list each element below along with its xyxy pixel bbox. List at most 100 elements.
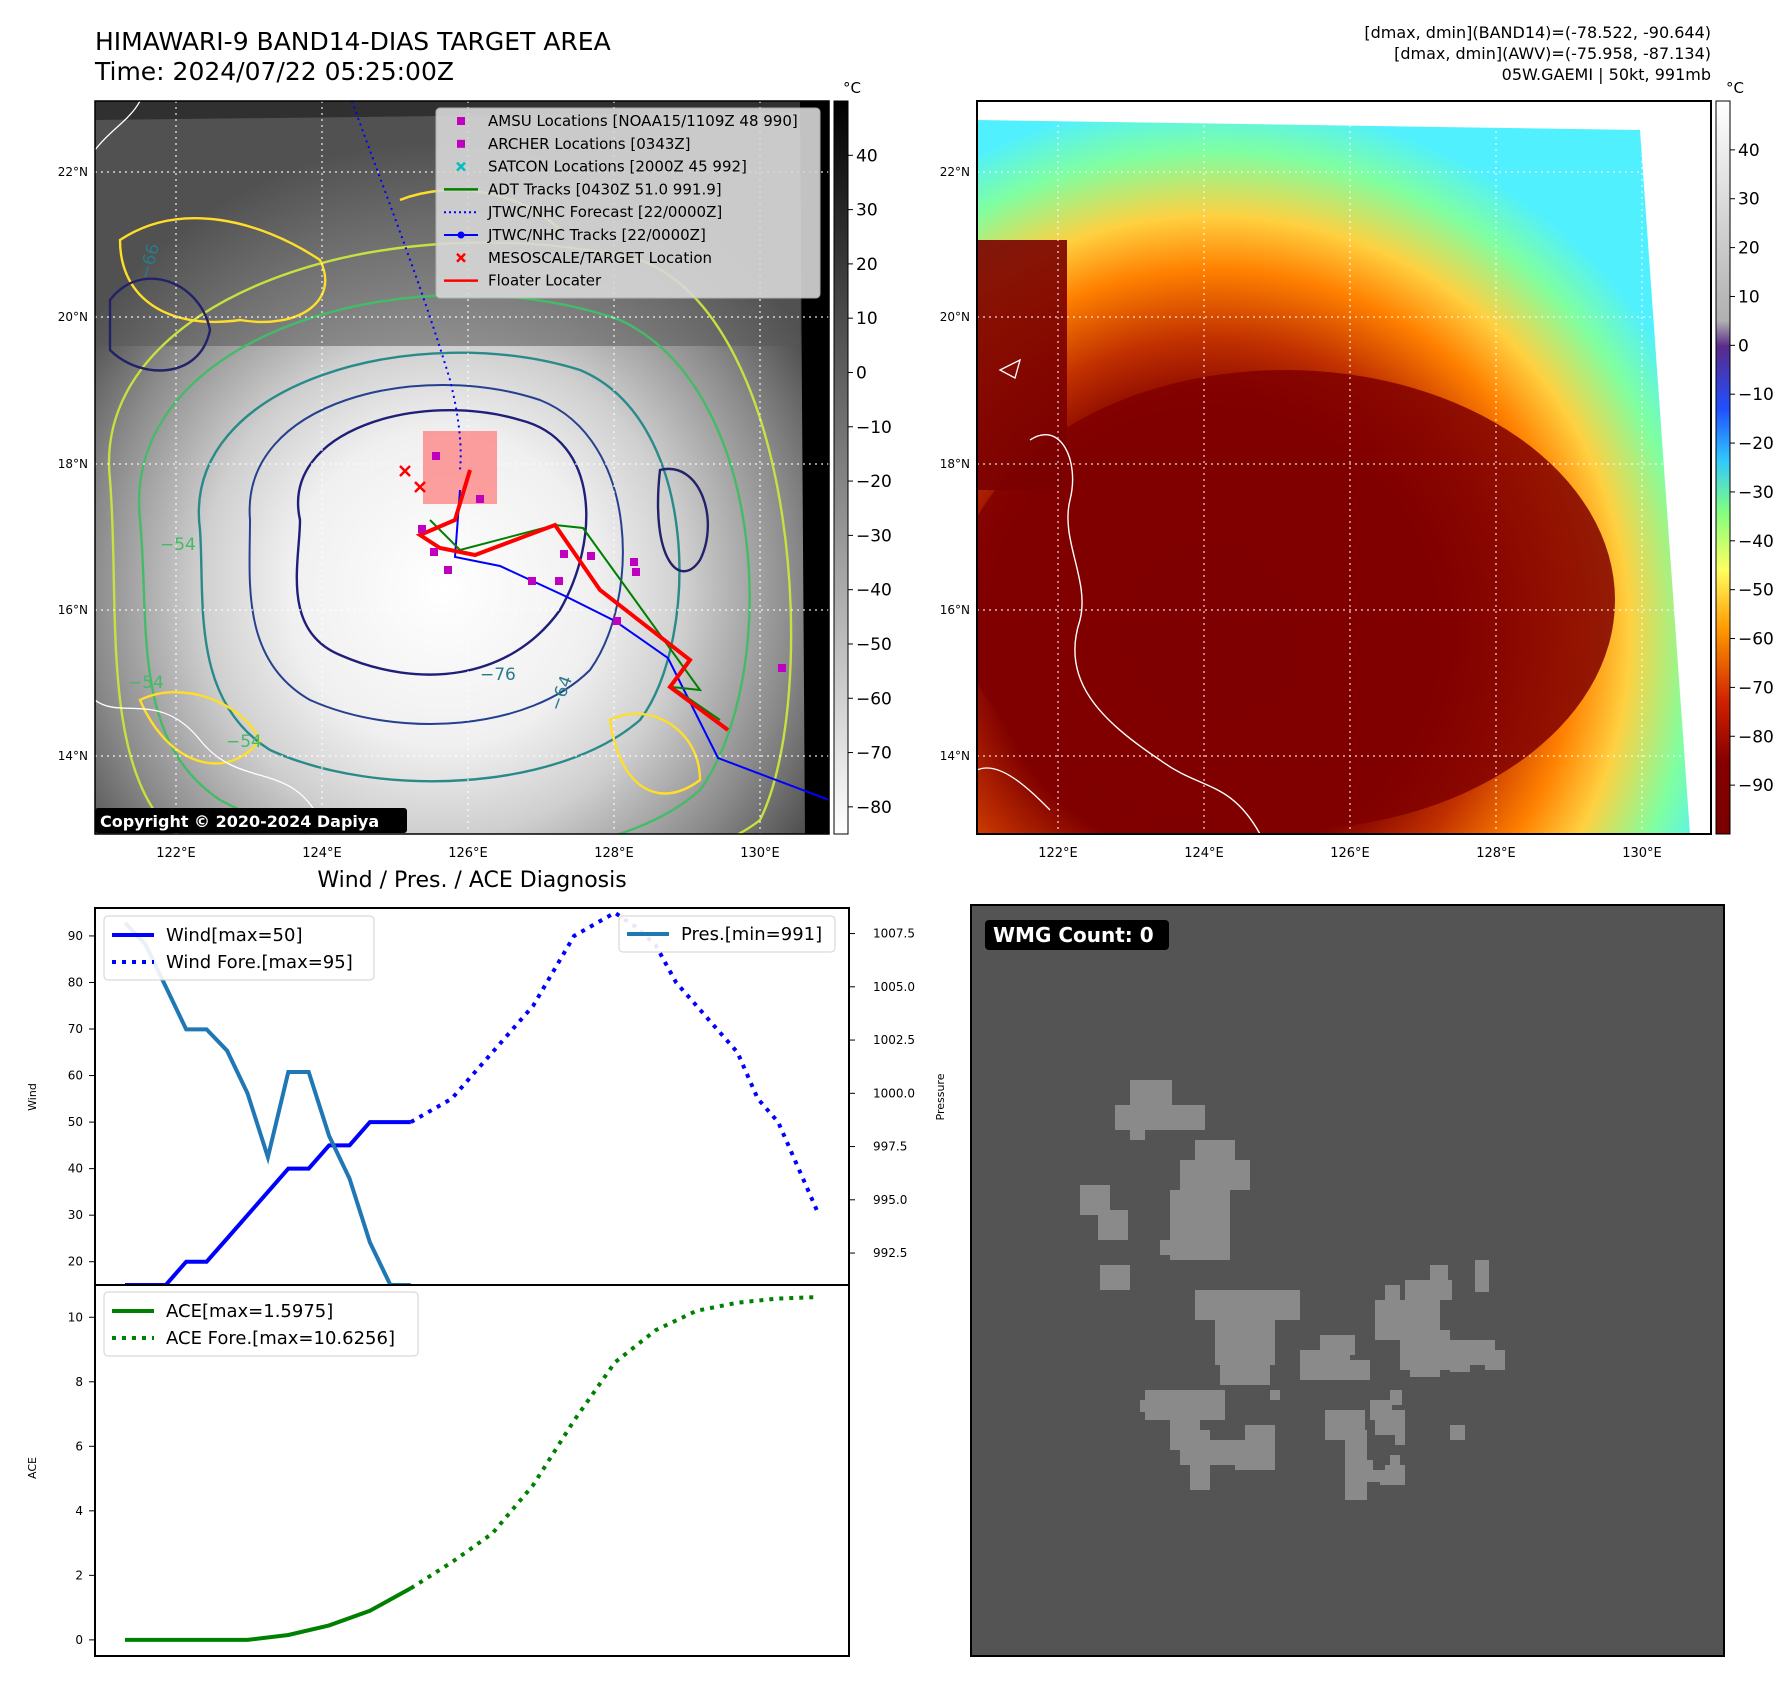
lat-label: 20°N [58, 310, 88, 324]
colorbar-tick-label: −60 [856, 689, 892, 709]
series-line [409, 910, 821, 1217]
lon-label: 128°E [1476, 846, 1516, 861]
y-tick-label: 10 [68, 1310, 83, 1324]
lat-label: 14°N [58, 749, 88, 763]
lon-label: 126°E [1330, 846, 1370, 861]
colorbar-tick-label: 30 [1738, 190, 1760, 210]
colorbar-tick-label: 0 [1738, 336, 1749, 356]
colorbar-tick-label: 0 [856, 363, 867, 383]
diagnosis-title: Wind / Pres. / ACE Diagnosis [317, 868, 626, 893]
legend-marker [456, 252, 466, 263]
lat-label: 16°N [58, 603, 88, 617]
colorbar-tick-label: −80 [856, 798, 892, 818]
colorbar-tick-label: −80 [1738, 727, 1774, 747]
legend-marker [457, 231, 465, 239]
series-line [125, 1120, 411, 1287]
colorbar-tick-label: −50 [1738, 581, 1774, 601]
mesoscale-markers [399, 465, 426, 493]
contour-label: −54 [226, 732, 262, 752]
y-tick-label: 8 [75, 1375, 83, 1389]
lon-label: 128°E [594, 846, 634, 861]
colorbar-tick-label: 40 [856, 146, 878, 166]
pressure-legend: Pres.[min=991] [618, 915, 836, 953]
legend-marker [457, 139, 465, 148]
lon-label: 124°E [302, 846, 342, 861]
y-tick-label: 6 [75, 1439, 83, 1453]
colorbar-tick-label: −40 [1738, 532, 1774, 552]
wind-pressure-chart: Wind Pressure 20 30 40 50 60 70 80 90 992.5 995.… [26, 907, 947, 1287]
y-tick-label: 4 [75, 1504, 83, 1518]
wind-axis-label: Wind [26, 1083, 39, 1111]
wmg-count: WMG Count: 0 [993, 923, 1154, 947]
lon-label: 122°E [156, 846, 196, 861]
map-band14-panel: Copyright © 2020-2024 Dapiya −76 −64 −54… [94, 100, 830, 835]
lon-label: 124°E [1184, 846, 1224, 861]
legend-label: SATCON Locations [2000Z 45 992] [488, 158, 747, 176]
legend-wind: Wind[max=50] [166, 925, 303, 946]
wmg-badge [985, 920, 1169, 950]
ace-axis-label: ACE [26, 1457, 39, 1479]
legend-label: AMSU Locations [NOAA15/1109Z 48 990] [488, 112, 798, 130]
wmg-cells [1080, 1080, 1505, 1500]
lat-label: 18°N [58, 457, 88, 471]
info-storm: 05W.GAEMI | 50kt, 991mb [1502, 65, 1711, 84]
floater-track [415, 469, 730, 732]
y-tick-label: 1000.0 [873, 1086, 915, 1100]
lat-label: 16°N [940, 603, 970, 617]
colorbar-tick-label: −30 [1738, 483, 1774, 503]
colorbar-tick-label: −30 [856, 526, 892, 546]
colorbar-tick-label: 20 [1738, 239, 1760, 259]
pressure-axis-label: Pressure [934, 1073, 947, 1120]
y-tick-label: 0 [75, 1633, 83, 1647]
legend-label: ARCHER Locations [0343Z] [488, 135, 691, 153]
lon-label: 130°E [1622, 846, 1662, 861]
legend-label: Floater Locater [488, 272, 602, 290]
y-tick-label: 60 [68, 1069, 83, 1083]
ace-legend: ACE[max=1.5975] ACE Fore.[max=10.6256] [103, 1291, 419, 1357]
y-tick-label: 20 [68, 1255, 83, 1269]
colorbar-tick-label: 20 [856, 255, 878, 275]
colorbar-tick-label: −10 [856, 418, 892, 438]
lat-label: 14°N [940, 749, 970, 763]
lat-label: 22°N [58, 165, 88, 179]
lat-label: 18°N [940, 457, 970, 471]
figure-time: Time: 2024/07/22 05:25:00Z [94, 57, 454, 86]
legend-pressure: Pres.[min=991] [681, 924, 822, 945]
contour-label: −54 [128, 673, 164, 693]
y-tick-label: 40 [68, 1162, 83, 1176]
y-tick-label: 995.0 [873, 1193, 907, 1207]
colorbar-band14: °C 40 30 20 10 0 −10 −20 −30 −40 −50 −60 −70 −80 [833, 79, 892, 835]
series-line [123, 921, 411, 1287]
legend-ace: ACE[max=1.5975] [166, 1301, 333, 1322]
y-tick-label: 50 [68, 1115, 83, 1129]
map-legend: AMSU Locations [NOAA15/1109Z 48 990] ARCH… [435, 107, 821, 299]
legend-label: MESOSCALE/TARGET Location [488, 249, 712, 267]
colorbar-tick-label: −50 [856, 635, 892, 655]
y-tick-label: 80 [68, 975, 83, 989]
legend-label: JTWC/NHC Forecast [22/0000Z] [487, 203, 722, 221]
wind-legend: Wind[max=50] Wind Fore.[max=95] [103, 915, 375, 981]
legend-label: JTWC/NHC Tracks [22/0000Z] [487, 226, 706, 244]
y-tick-label: 70 [68, 1022, 83, 1036]
colorbar-tick-label: 30 [856, 201, 878, 221]
colorbar-tick-label: −40 [856, 581, 892, 601]
series-line [409, 1295, 820, 1590]
legend-marker [457, 117, 465, 125]
copyright-badge [95, 808, 407, 833]
y-tick-label: 992.5 [873, 1246, 907, 1260]
legend-ace-forecast: ACE Fore.[max=10.6256] [166, 1328, 395, 1349]
lat-label: 20°N [940, 310, 970, 324]
y-tick-label: 90 [68, 929, 83, 943]
info-awv: [dmax, dmin](AWV)=(-75.958, -87.134) [1394, 44, 1711, 63]
map-awv-panel [976, 100, 1712, 835]
lon-label: 126°E [448, 846, 488, 861]
map-axis-labels: 22°N 20°N 18°N 16°N 14°N 122°E 124°E 126°E 128°E… [58, 165, 1662, 861]
ace-chart: ACE 0 2 4 6 8 10 ACE[max=1.5975] ACE Fore.[ma… [26, 1284, 850, 1657]
y-tick-label: 1005.0 [873, 980, 915, 994]
copyright-text: Copyright © 2020-2024 Dapiya [100, 812, 379, 831]
colorbar-tick-label: −70 [1738, 678, 1774, 698]
wmg-panel: WMG Count: 0 [970, 904, 1725, 1657]
forecast-track [351, 101, 462, 471]
colorbar-unit: °C [843, 79, 861, 97]
